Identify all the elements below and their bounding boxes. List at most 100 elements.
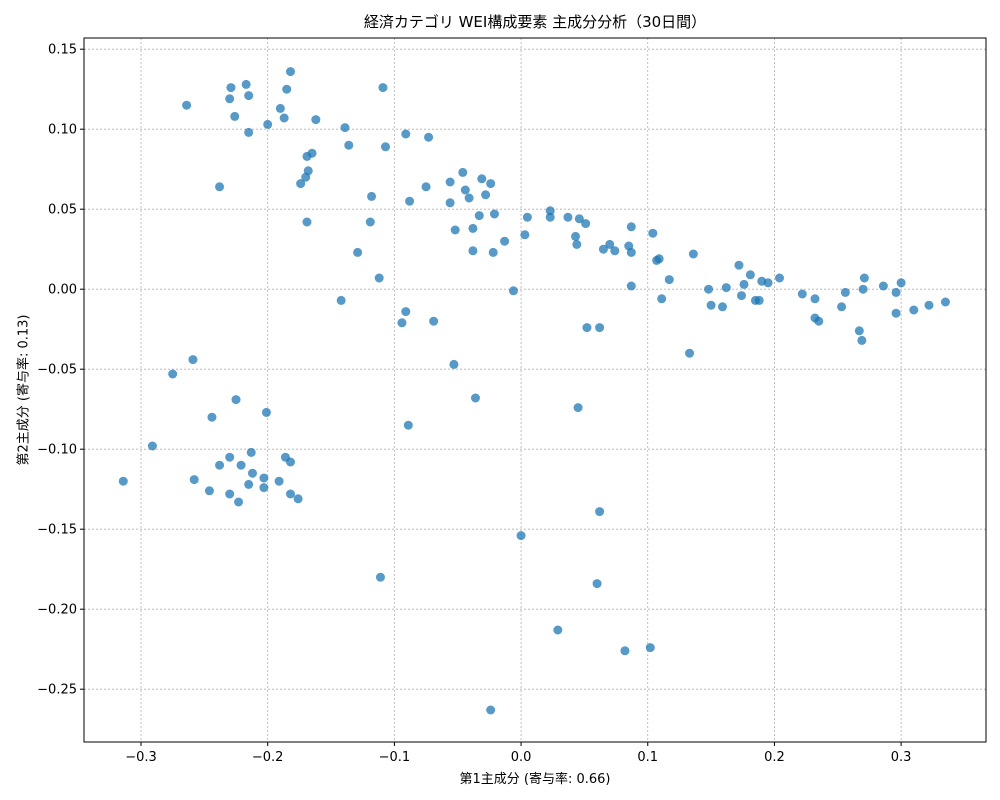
grid (84, 38, 986, 742)
data-point (706, 300, 716, 310)
data-point (685, 348, 695, 358)
data-point (810, 294, 820, 304)
data-point (204, 486, 214, 496)
data-point (481, 190, 491, 200)
data-point (704, 284, 714, 294)
data-point (225, 452, 235, 462)
x-tick-label: −0.2 (252, 750, 284, 765)
data-point (488, 247, 498, 257)
data-point (421, 182, 431, 192)
data-point (572, 239, 582, 249)
x-tick-label: 0.2 (764, 750, 785, 765)
data-point (374, 273, 384, 283)
data-point (118, 476, 128, 486)
data-point (854, 326, 864, 336)
data-point (231, 395, 241, 405)
data-point (516, 531, 526, 541)
y-tick-label: 0.00 (48, 283, 77, 298)
data-point (745, 270, 755, 280)
data-points (118, 67, 950, 715)
data-point (259, 473, 269, 483)
data-point (545, 212, 555, 222)
data-point (429, 316, 439, 326)
data-point (581, 219, 591, 229)
data-point (859, 273, 869, 283)
data-point (378, 83, 388, 93)
data-point (763, 278, 773, 288)
data-point (285, 67, 295, 77)
data-point (553, 625, 563, 635)
data-point (263, 119, 273, 129)
data-point (545, 206, 555, 216)
data-point (344, 140, 354, 150)
data-point (340, 123, 350, 133)
data-point (215, 460, 225, 470)
data-point (645, 643, 655, 653)
chart-title: 経済カテゴリ WEI構成要素 主成分分析（30日間） (363, 13, 707, 31)
data-point (234, 497, 244, 507)
data-point (189, 475, 199, 485)
data-point (500, 236, 510, 246)
x-tick-label: −0.1 (379, 750, 411, 765)
data-point (302, 151, 312, 161)
data-point (460, 185, 470, 195)
data-point (401, 129, 411, 139)
data-point (626, 247, 636, 257)
data-point (296, 179, 306, 189)
x-tick-label: 0.3 (891, 750, 912, 765)
y-tick-label: −0.20 (37, 603, 77, 618)
data-point (147, 441, 157, 451)
data-point (563, 212, 573, 222)
data-point (582, 323, 592, 333)
data-point (468, 246, 478, 256)
data-point (940, 297, 950, 307)
data-point (207, 412, 217, 422)
data-point (458, 167, 468, 177)
data-point (477, 174, 487, 184)
data-point (486, 179, 496, 189)
data-point (449, 359, 459, 369)
data-point (754, 295, 764, 305)
data-point (445, 177, 455, 187)
data-point (924, 300, 934, 310)
y-tick-label: −0.05 (37, 363, 77, 378)
data-point (717, 302, 727, 312)
data-point (878, 281, 888, 291)
data-point (837, 302, 847, 312)
data-point (474, 211, 484, 221)
data-point (247, 468, 257, 478)
data-point (230, 111, 240, 121)
data-point (775, 273, 785, 283)
x-axis-label: 第1主成分 (寄与率: 0.66) (459, 772, 611, 787)
y-tick-label: −0.25 (37, 683, 77, 698)
data-point (489, 209, 499, 219)
data-point (891, 287, 901, 297)
data-point (522, 212, 532, 222)
data-point (279, 113, 289, 123)
data-point (450, 225, 460, 235)
data-point (261, 407, 271, 417)
data-point (508, 286, 518, 296)
y-tick-label: −0.10 (37, 443, 77, 458)
data-point (397, 318, 407, 328)
data-point (403, 420, 413, 430)
data-point (225, 94, 235, 104)
axes-frame (83, 37, 987, 743)
data-point (592, 579, 602, 589)
data-point (274, 476, 284, 486)
data-point (896, 278, 906, 288)
data-point (605, 239, 615, 249)
data-point (336, 295, 346, 305)
data-point (595, 323, 605, 333)
data-point (375, 572, 385, 582)
data-point (285, 457, 295, 467)
x-tick-label: 0.1 (637, 750, 658, 765)
data-point (574, 214, 584, 224)
x-tick-label: 0.0 (511, 750, 532, 765)
data-point (226, 83, 236, 93)
data-point (353, 247, 363, 257)
data-point (188, 355, 198, 365)
data-point (244, 127, 254, 137)
data-point (311, 115, 321, 125)
data-point (302, 217, 312, 227)
